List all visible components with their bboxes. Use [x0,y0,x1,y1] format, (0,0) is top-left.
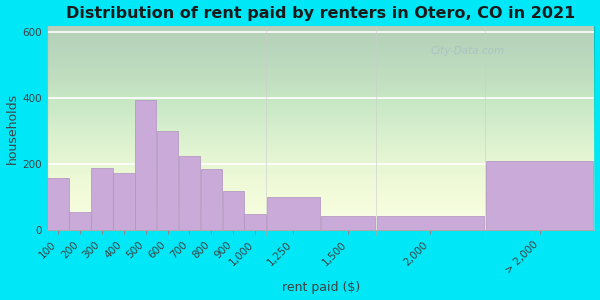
Bar [200,169,222,230]
Bar [244,214,266,230]
Bar [179,156,200,230]
Bar [157,131,178,230]
Bar [113,173,134,230]
Y-axis label: households: households [5,93,19,164]
Text: City-Data.com: City-Data.com [430,46,505,56]
Bar [266,197,320,230]
Bar [322,216,375,230]
Bar [70,212,91,230]
Bar [377,216,484,230]
Bar [47,178,69,230]
Bar [91,168,113,230]
Bar [486,161,593,230]
Bar [135,100,157,230]
Title: Distribution of rent paid by renters in Otero, CO in 2021: Distribution of rent paid by renters in … [66,6,575,21]
Bar [223,191,244,230]
X-axis label: rent paid ($): rent paid ($) [282,281,360,294]
